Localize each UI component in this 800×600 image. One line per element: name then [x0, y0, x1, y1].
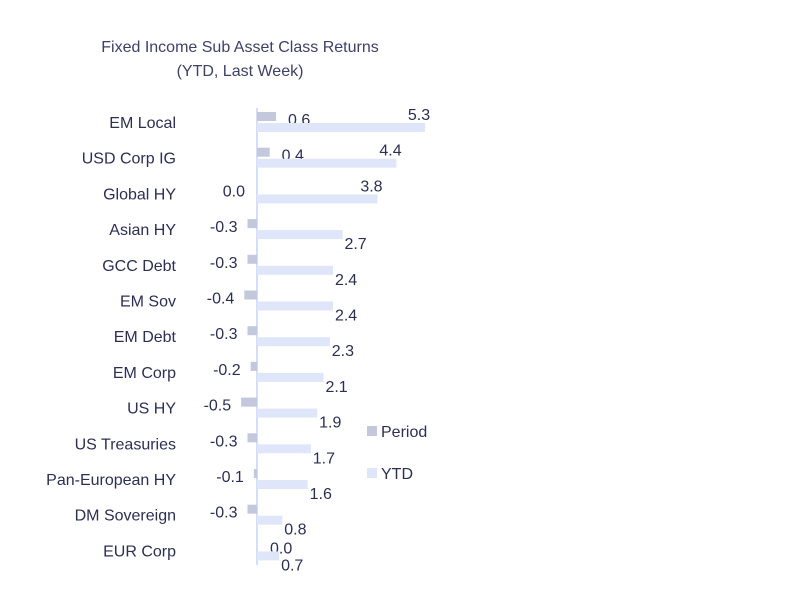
- period-bar: [257, 112, 277, 121]
- ytd-bar: [257, 372, 324, 382]
- ytd-value-label: 2.1: [325, 379, 347, 396]
- period-bar: [247, 504, 257, 514]
- ytd-value-label: 0.8: [284, 522, 306, 539]
- category-label: Asian HY: [109, 222, 176, 239]
- ytd-bar: [257, 551, 280, 561]
- period-value-label: -0.5: [204, 398, 232, 415]
- period-value-label: -0.3: [210, 255, 238, 272]
- period-value-label: -0.3: [210, 433, 238, 450]
- legend-ytd-label: YTD: [381, 466, 413, 483]
- ytd-bar: [257, 480, 308, 489]
- category-label: Global HY: [103, 186, 176, 203]
- period-value-label: 0.0: [223, 183, 245, 200]
- period-value-label: -0.4: [207, 291, 235, 308]
- category-label: EM Sov: [120, 294, 176, 311]
- legend-ytd-swatch: [367, 468, 377, 478]
- category-label: USD Corp IG: [82, 151, 176, 168]
- period-value-label: -0.1: [216, 469, 244, 486]
- ytd-bar: [257, 230, 343, 240]
- category-label: EM Debt: [114, 329, 177, 346]
- period-value-label: -0.3: [210, 326, 238, 343]
- ytd-value-label: 2.3: [332, 343, 354, 360]
- ytd-value-label: 1.7: [313, 450, 335, 467]
- category-label: EM Local: [109, 115, 176, 132]
- category-label: EM Corp: [113, 365, 176, 382]
- ytd-bar: [257, 515, 283, 525]
- period-value-label: -0.2: [213, 362, 241, 379]
- ytd-value-label: 1.6: [310, 486, 332, 503]
- chart-subtitle: (YTD, Last Week): [176, 63, 304, 80]
- ytd-bar: [257, 158, 397, 168]
- ytd-value-label: 0.7: [281, 557, 303, 574]
- ytd-bar: [257, 408, 318, 418]
- category-label: Pan-European HY: [46, 472, 176, 489]
- period-bar: [253, 469, 257, 478]
- ytd-bar: [257, 123, 426, 132]
- category-label: DM Sovereign: [75, 508, 176, 525]
- period-bar: [241, 397, 257, 407]
- category-label: GCC Debt: [102, 258, 176, 275]
- period-bar: [247, 219, 257, 229]
- ytd-value-label: 3.8: [360, 178, 382, 195]
- ytd-value-label: 2.7: [344, 236, 366, 253]
- ytd-value-label: 2.4: [335, 308, 357, 325]
- period-bar: [247, 433, 257, 443]
- ytd-value-label: 4.4: [379, 143, 401, 160]
- chart-title: Fixed Income Sub Asset Class Returns: [101, 39, 379, 56]
- period-value-label: -0.3: [210, 505, 238, 522]
- ytd-value-label: 2.4: [335, 272, 357, 289]
- period-bar: [247, 326, 257, 336]
- ytd-bar: [257, 265, 334, 275]
- period-bar: [250, 361, 257, 371]
- period-value-label: -0.3: [210, 219, 238, 236]
- category-label: US Treasuries: [75, 436, 176, 453]
- ytd-bar: [257, 194, 378, 204]
- category-label: EUR Corp: [103, 543, 176, 560]
- ytd-bar: [257, 337, 330, 347]
- legend-period-label: Period: [381, 424, 427, 441]
- period-bar: [257, 147, 270, 157]
- ytd-bar: [257, 301, 334, 311]
- legend-period-swatch: [367, 426, 377, 436]
- ytd-value-label: 5.3: [408, 107, 430, 124]
- category-label: US HY: [127, 401, 176, 418]
- ytd-bar: [257, 444, 311, 454]
- period-bar: [244, 290, 257, 300]
- ytd-value-label: 1.9: [319, 415, 341, 432]
- period-bar: [247, 254, 257, 264]
